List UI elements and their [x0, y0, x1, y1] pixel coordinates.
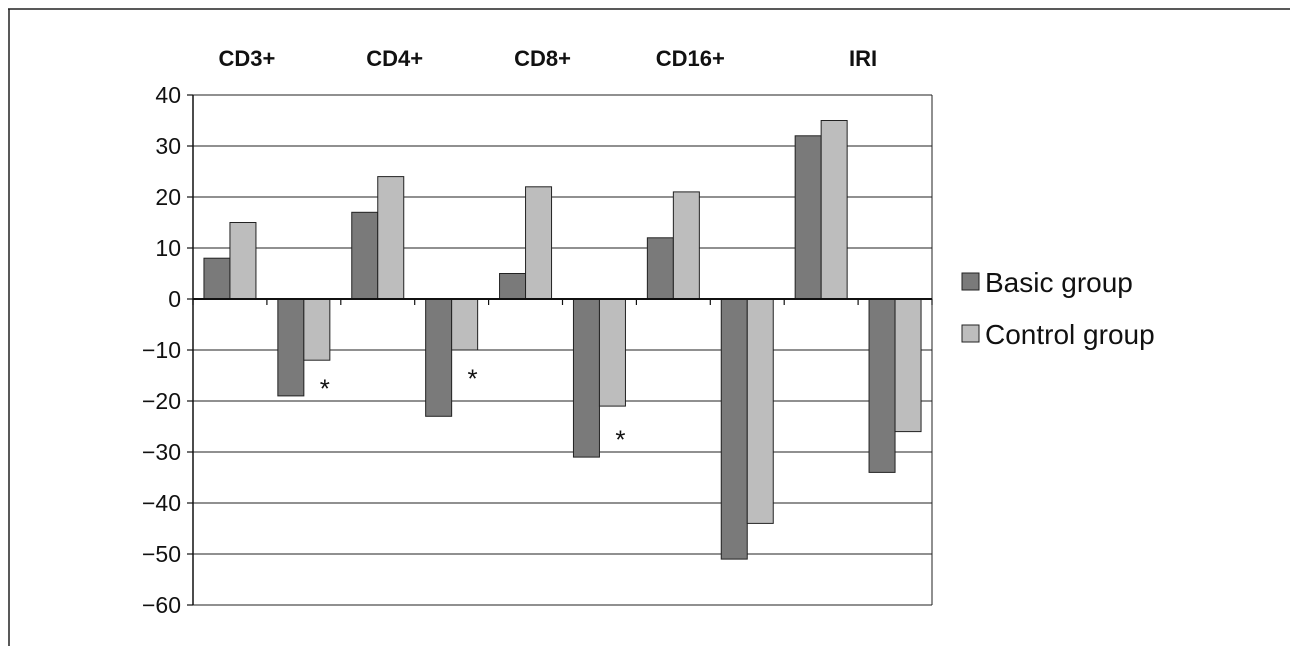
category-label: CD16+	[656, 46, 725, 71]
annotations: * * *	[320, 364, 626, 455]
significance-marker: *	[320, 374, 330, 404]
bar-control-group	[451, 298, 479, 351]
bar-control-group	[525, 186, 553, 300]
bar-control-group	[894, 298, 922, 433]
y-tick-label: 20	[155, 184, 181, 210]
legend: Basic group Control group	[961, 267, 1155, 350]
legend-swatch-basic-group	[961, 272, 980, 291]
gridlines	[193, 94, 933, 606]
y-tick-label: −60	[142, 592, 181, 618]
y-tick-label: 40	[155, 82, 181, 108]
category-label: CD3+	[218, 46, 275, 71]
y-tick-label: 0	[168, 286, 181, 312]
y-tick-label: −10	[142, 337, 181, 363]
y-tick-label: −40	[142, 490, 181, 516]
bar-basic-group	[203, 257, 231, 300]
bar-basic-group	[720, 298, 748, 560]
legend-label-basic-group: Basic group	[985, 267, 1133, 298]
y-tick-label: −20	[142, 388, 181, 414]
significance-marker: *	[615, 425, 625, 455]
y-tick-label: 30	[155, 133, 181, 159]
category-label: CD8+	[514, 46, 571, 71]
bar-control-group	[303, 298, 331, 361]
legend-label-control-group: Control group	[985, 319, 1155, 350]
bar-control-group	[377, 176, 405, 300]
y-tick-labels: 40 30 20 10 0 −10 −20 −30 −40 −50 −60	[142, 82, 181, 618]
bar-basic-group	[646, 237, 674, 300]
significance-marker: *	[468, 364, 478, 394]
category-label: CD4+	[366, 46, 423, 71]
legend-swatch-control-group	[961, 324, 980, 343]
y-tick-label: 10	[155, 235, 181, 261]
bar-basic-group	[351, 211, 379, 300]
bar-basic-group	[277, 298, 305, 397]
bar-control-group	[229, 222, 257, 300]
bars	[203, 120, 922, 560]
bar-basic-group	[572, 298, 600, 458]
bar-control-group	[672, 191, 700, 300]
bar-basic-group	[794, 135, 822, 300]
category-label: IRI	[849, 46, 877, 71]
y-tick-label: −50	[142, 541, 181, 567]
axes	[187, 94, 933, 606]
bar-control-group	[746, 298, 774, 524]
y-tick-label: −30	[142, 439, 181, 465]
bar-basic-group	[499, 273, 527, 300]
bar-basic-group	[425, 298, 453, 417]
bar-control-group	[820, 120, 848, 300]
category-labels: CD3+ CD4+ CD8+ CD16+ IRI	[218, 46, 877, 71]
bar-control-group	[598, 298, 626, 407]
bar-basic-group	[868, 298, 896, 473]
